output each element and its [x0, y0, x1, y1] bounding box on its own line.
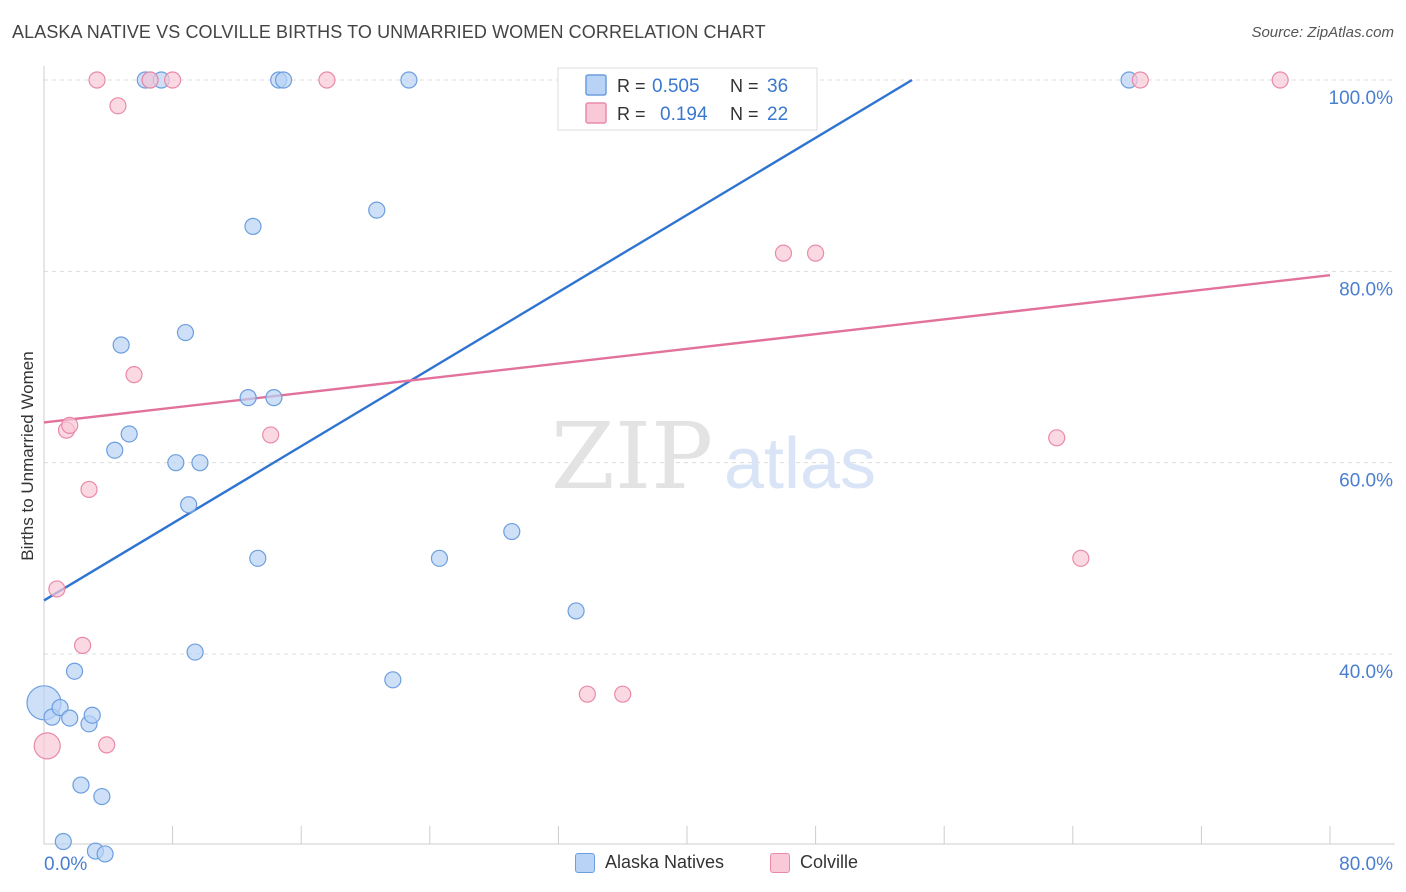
legend-swatch-blue [575, 852, 595, 873]
stats-n-label: N = [730, 76, 759, 96]
stats-n-value: 22 [767, 104, 788, 125]
point-alaska-natives [400, 71, 418, 89]
point-alaska-natives [567, 602, 585, 620]
point-colville [774, 244, 793, 262]
point-alaska-natives [265, 389, 283, 407]
point-alaska-natives [186, 643, 204, 661]
point-alaska-natives [96, 845, 114, 863]
legend-label: Colville [800, 852, 859, 872]
stats-legend: R = 0.505 N = 36 R = 0.194 N = 22 [557, 67, 818, 131]
y-tick-label: 60.0% [1339, 471, 1393, 492]
stats-n-value: 36 [767, 76, 788, 97]
point-alaska-natives [191, 454, 209, 472]
stats-r-value: 0.505 [652, 76, 700, 97]
gridlines [44, 79, 1395, 655]
x-tick-label: 0.0% [44, 854, 87, 875]
y-axis-label: Births to Unmarried Women [18, 351, 37, 561]
data-points [26, 71, 1289, 863]
point-colville [33, 732, 61, 760]
y-tick-label: 100.0% [1329, 88, 1394, 109]
tick-labels: 40.0% 60.0% 80.0% 100.0% 0.0% 80.0% [44, 88, 1393, 875]
y-tick-label: 40.0% [1339, 662, 1393, 683]
point-alaska-natives [430, 549, 449, 567]
stats-swatch-blue [585, 74, 607, 96]
point-alaska-natives [54, 832, 72, 851]
point-alaska-natives [65, 662, 84, 680]
point-colville [806, 244, 825, 262]
watermark-atlas: atlas [724, 424, 876, 504]
legend-item-colville: Colville [770, 852, 858, 873]
trend-line-alaska-natives [43, 78, 913, 602]
point-colville [61, 416, 79, 434]
x-tick-label: 80.0% [1339, 854, 1393, 875]
stats-r-label: R = [617, 104, 646, 124]
point-alaska-natives [368, 201, 386, 219]
bottom-legend: Alaska Natives Colville [0, 852, 1406, 876]
point-alaska-natives [93, 787, 111, 806]
axes [43, 66, 1395, 845]
point-colville [614, 685, 632, 703]
point-alaska-natives [83, 706, 101, 724]
point-alaska-natives [112, 336, 130, 354]
y-tick-label: 80.0% [1339, 279, 1393, 300]
point-alaska-natives [72, 776, 90, 794]
trend-line-colville [43, 273, 1331, 424]
point-alaska-natives [106, 441, 124, 459]
stats-n-label: N = [730, 104, 759, 124]
point-colville [1271, 71, 1289, 89]
point-colville [141, 71, 159, 89]
point-colville [1131, 71, 1149, 89]
point-alaska-natives [274, 71, 293, 89]
point-colville [578, 685, 596, 703]
point-alaska-natives [120, 425, 138, 443]
legend-swatch-pink [770, 852, 790, 873]
source-label: Source: ZipAtlas.com [1251, 24, 1394, 41]
point-colville [1048, 429, 1066, 447]
watermark-zip: ZIP [551, 403, 713, 510]
point-colville [125, 366, 143, 384]
point-colville [1072, 549, 1090, 567]
point-alaska-natives [244, 217, 262, 235]
point-colville [98, 736, 116, 754]
point-alaska-natives [61, 709, 79, 727]
stats-r-label: R = [617, 76, 646, 96]
point-alaska-natives [384, 671, 402, 689]
point-colville [164, 71, 182, 89]
point-alaska-natives [51, 698, 69, 717]
legend-item-alaska-natives: Alaska Natives [575, 852, 724, 873]
point-colville [88, 71, 106, 89]
legend-label: Alaska Natives [605, 852, 725, 872]
chart-title: ALASKA NATIVE VS COLVILLE BIRTHS TO UNMA… [12, 22, 766, 42]
point-colville [80, 480, 98, 499]
watermark: ZIP atlas [551, 403, 876, 510]
point-colville [318, 71, 336, 89]
point-colville [262, 426, 280, 444]
point-alaska-natives [167, 454, 185, 472]
point-alaska-natives [503, 522, 521, 541]
point-alaska-natives [180, 496, 198, 514]
point-alaska-natives [239, 389, 257, 407]
point-colville [48, 580, 66, 598]
trend-lines [43, 78, 1331, 602]
stats-r-value: 0.194 [660, 104, 708, 125]
point-alaska-natives [176, 323, 195, 342]
stats-swatch-pink [585, 102, 607, 124]
point-alaska-natives [249, 549, 267, 567]
point-colville [73, 636, 92, 654]
point-colville [109, 97, 127, 115]
